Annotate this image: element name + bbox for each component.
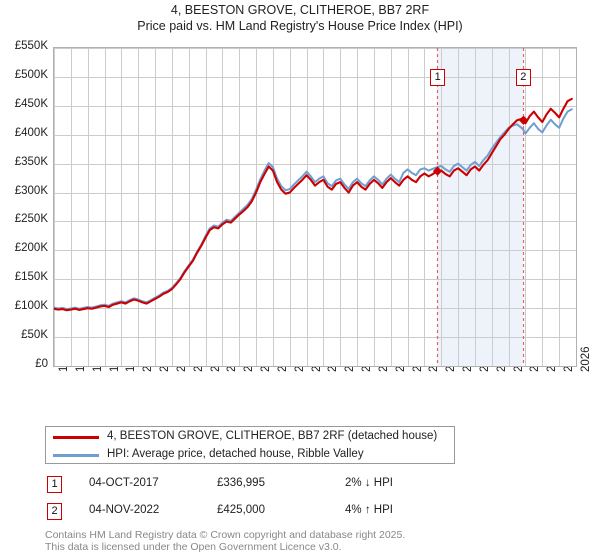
series-line-hpi bbox=[54, 108, 573, 311]
page-title: 4, BEESTON GROVE, CLITHEROE, BB7 2RF bbox=[170, 3, 430, 17]
y-axis-tick-label: £500K bbox=[14, 68, 48, 81]
legend-item-hpi: HPI: Average price, detached house, Ribb… bbox=[46, 446, 454, 465]
event-marker-diamond[interactable] bbox=[432, 166, 443, 176]
transaction-row[interactable]: 1 04-OCT-2017 £336,995 2% ↓ HPI bbox=[45, 474, 465, 496]
chart-plot-area bbox=[53, 47, 577, 367]
y-axis-tick-label: £150K bbox=[14, 271, 48, 284]
y-axis-tick-label: £550K bbox=[14, 40, 48, 52]
x-axis-tick-label: 2026 bbox=[580, 346, 592, 372]
highlight-band bbox=[437, 48, 523, 366]
chart-legend: 4, BEESTON GROVE, CLITHEROE, BB7 2RF (de… bbox=[45, 426, 455, 464]
legend-item-price-paid: 4, BEESTON GROVE, CLITHEROE, BB7 2RF (de… bbox=[46, 428, 454, 447]
y-axis-tick-label: £300K bbox=[14, 184, 48, 197]
legend-swatch-price-paid bbox=[53, 436, 99, 439]
transaction-date-2: 04-NOV-2022 bbox=[89, 504, 160, 516]
event-marker-label-1[interactable]: 1 bbox=[430, 69, 446, 86]
transaction-badge-2: 2 bbox=[47, 503, 62, 520]
legend-label-price-paid: 4, BEESTON GROVE, CLITHEROE, BB7 2RF (de… bbox=[107, 430, 438, 442]
transaction-row[interactable]: 2 04-NOV-2022 £425,000 4% ↑ HPI bbox=[45, 501, 465, 523]
legend-swatch-hpi bbox=[53, 454, 99, 457]
footer-line-2: This data is licensed under the Open Gov… bbox=[45, 541, 342, 553]
chart-title-block: 4, BEESTON GROVE, CLITHEROE, BB7 2RF Pri… bbox=[0, 2, 600, 34]
y-axis-tick-label: £250K bbox=[14, 213, 48, 226]
transaction-price-1: £336,995 bbox=[217, 477, 265, 489]
event-marker-label-2[interactable]: 2 bbox=[515, 69, 531, 86]
y-axis-tick-label: £400K bbox=[14, 126, 48, 139]
y-axis-tick-label: £450K bbox=[14, 97, 48, 110]
chart-svg bbox=[54, 48, 576, 366]
transaction-date-1: 04-OCT-2017 bbox=[89, 477, 159, 489]
transaction-badge-1: 1 bbox=[47, 476, 62, 493]
series-line-price-paid bbox=[54, 97, 573, 312]
transaction-hpi-delta-1: 2% ↓ HPI bbox=[345, 477, 393, 489]
event-marker-diamond[interactable] bbox=[518, 115, 529, 125]
y-axis-tick-label: £200K bbox=[14, 242, 48, 255]
transaction-hpi-delta-2: 4% ↑ HPI bbox=[345, 504, 393, 516]
y-axis-tick-label: £100K bbox=[14, 300, 48, 313]
y-axis-tick-label: £50K bbox=[21, 329, 48, 342]
legend-label-hpi: HPI: Average price, detached house, Ribb… bbox=[107, 448, 364, 460]
y-axis-tick-label: £0 bbox=[35, 358, 48, 370]
y-axis-tick-label: £350K bbox=[14, 155, 48, 168]
footer-attribution: Contains HM Land Registry data © Crown c… bbox=[45, 529, 565, 553]
transaction-price-2: £425,000 bbox=[217, 504, 265, 516]
footer-line-1: Contains HM Land Registry data © Crown c… bbox=[45, 529, 406, 541]
page-subtitle: Price paid vs. HM Land Registry's House … bbox=[137, 19, 463, 33]
